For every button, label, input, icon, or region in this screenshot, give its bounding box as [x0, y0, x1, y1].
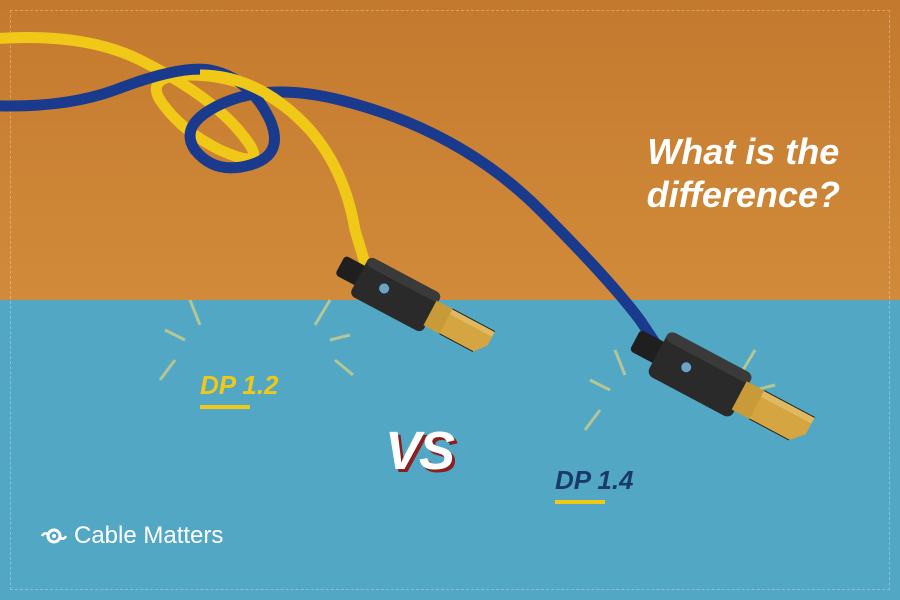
dashed-frame: [10, 10, 890, 590]
brand-logo: Cable Matters: [40, 522, 223, 550]
label-dp14: DP 1.4: [555, 465, 634, 504]
emphasis-rays-right: [580, 330, 780, 450]
vs-text: VS: [385, 420, 453, 482]
label-dp12: DP 1.2: [200, 370, 279, 409]
brand-icon: [40, 522, 68, 550]
headline-question: What is thedifference?: [647, 130, 840, 216]
brand-text: Cable Matters: [74, 522, 223, 550]
